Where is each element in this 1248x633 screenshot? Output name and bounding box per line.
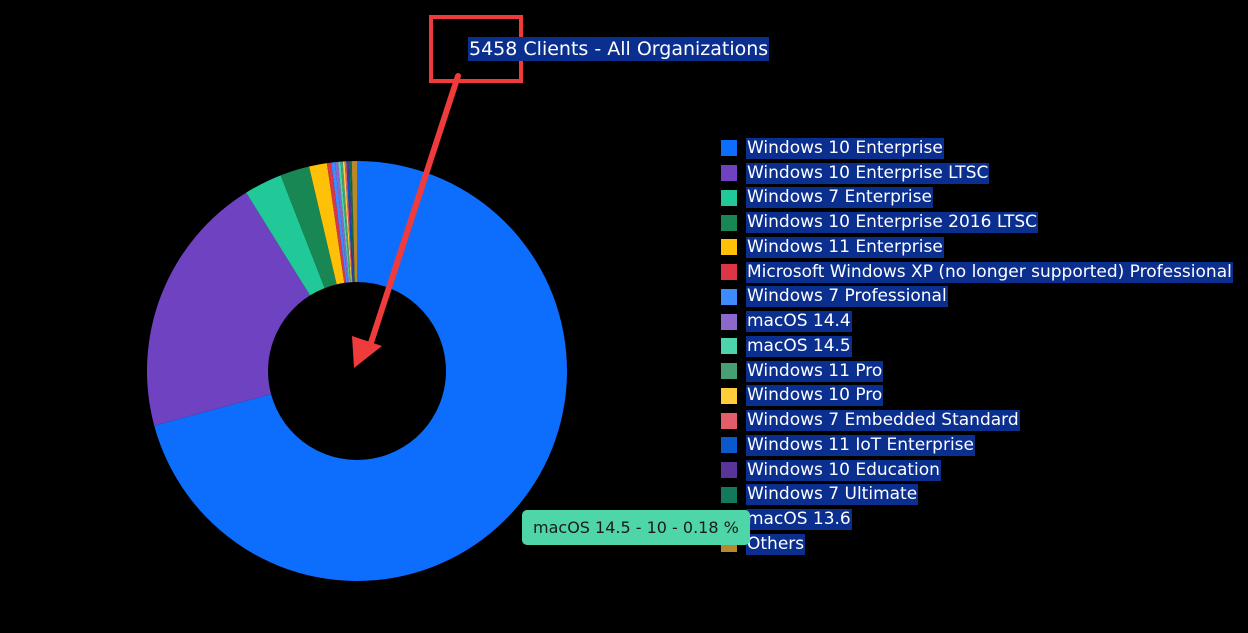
legend-item[interactable]: Windows 7 Professional [721, 285, 1233, 310]
pie-slice-15[interactable] [350, 161, 355, 283]
legend-swatch [721, 387, 737, 404]
legend-swatch [721, 189, 737, 206]
chart-legend: Windows 10 Enterprise Windows 10 Enterpri… [721, 136, 1233, 557]
legend-swatch [721, 239, 737, 256]
legend-label: Windows 7 Ultimate [746, 484, 919, 506]
legend-label: macOS 14.5 [746, 335, 852, 357]
donut-slices [146, 161, 567, 581]
pie-slice-6[interactable] [331, 162, 348, 283]
pie-slice-1[interactable] [146, 192, 311, 426]
legend-item[interactable]: Windows 10 Enterprise [721, 136, 1233, 161]
legend-swatch [721, 214, 737, 231]
pie-slice-5[interactable] [326, 162, 347, 283]
legend-item[interactable]: macOS 14.5 [721, 334, 1233, 359]
annotation-arrow-shaft [365, 73, 461, 355]
pie-slice-13[interactable] [347, 161, 354, 283]
legend-swatch [721, 140, 737, 157]
legend-swatch [721, 437, 737, 454]
pie-slice-14[interactable] [349, 161, 355, 283]
legend-item[interactable]: Windows 10 Enterprise 2016 LTSC [721, 210, 1233, 235]
pie-slice-2[interactable] [246, 175, 325, 296]
pie-slice-12[interactable] [346, 161, 354, 283]
legend-item[interactable]: Windows 7 Enterprise [721, 186, 1233, 211]
legend-item[interactable]: Others [721, 532, 1233, 557]
legend-label: Windows 10 Pro [746, 385, 884, 407]
legend-swatch [721, 363, 737, 380]
legend-swatch [721, 412, 737, 429]
legend-item[interactable]: Microsoft Windows XP (no longer supporte… [721, 260, 1233, 285]
pie-slice-11[interactable] [344, 161, 353, 283]
legend-swatch [721, 338, 737, 355]
legend-label: Windows 10 Enterprise [746, 137, 944, 159]
legend-swatch [721, 165, 737, 182]
chart-title: 5458 Clients - All Organizations [468, 37, 770, 61]
legend-label: Windows 7 Embedded Standard [746, 410, 1020, 432]
legend-item[interactable]: Windows 11 Pro [721, 359, 1233, 384]
legend-item[interactable]: Windows 11 IoT Enterprise [721, 433, 1233, 458]
pie-slice-7[interactable] [335, 161, 350, 283]
legend-label: Windows 10 Enterprise 2016 LTSC [746, 212, 1039, 234]
annotation-arrow-head [352, 336, 382, 368]
legend-label: macOS 13.6 [746, 509, 852, 531]
legend-item[interactable]: Windows 10 Pro [721, 384, 1233, 409]
legend-label: macOS 14.4 [746, 311, 852, 333]
legend-label: Windows 11 IoT Enterprise [746, 434, 975, 456]
legend-item[interactable]: macOS 14.4 [721, 309, 1233, 334]
legend-label: Windows 7 Professional [746, 286, 948, 308]
legend-label: Windows 10 Education [746, 459, 941, 481]
legend-label: Windows 7 Enterprise [746, 187, 933, 209]
legend-swatch [721, 264, 737, 281]
legend-swatch [721, 313, 737, 330]
legend-item[interactable]: macOS 13.6 [721, 507, 1233, 532]
legend-item[interactable]: Windows 7 Embedded Standard [721, 408, 1233, 433]
pie-slice-16[interactable] [351, 161, 357, 283]
slice-tooltip: macOS 14.5 - 10 - 0.18 % [522, 510, 750, 545]
legend-item[interactable]: Windows 10 Education [721, 458, 1233, 483]
legend-swatch [721, 288, 737, 305]
legend-label: Others [746, 533, 806, 555]
pie-slice-8[interactable] [338, 161, 351, 283]
legend-item[interactable]: Windows 7 Ultimate [721, 483, 1233, 508]
legend-label: Microsoft Windows XP (no longer supporte… [746, 261, 1233, 283]
pie-slice-4[interactable] [309, 163, 345, 285]
legend-label: Windows 10 Enterprise LTSC [746, 162, 990, 184]
pie-slice-10[interactable] [342, 161, 352, 283]
legend-item[interactable]: Windows 11 Enterprise [721, 235, 1233, 260]
legend-label: Windows 11 Pro [746, 360, 884, 382]
legend-label: Windows 11 Enterprise [746, 236, 944, 258]
legend-item[interactable]: Windows 10 Enterprise LTSC [721, 161, 1233, 186]
pie-slice-3[interactable] [280, 166, 337, 289]
pie-slice-9[interactable] [340, 161, 351, 283]
pie-slice-0[interactable] [154, 161, 567, 581]
legend-swatch [721, 462, 737, 479]
legend-swatch [721, 486, 737, 503]
